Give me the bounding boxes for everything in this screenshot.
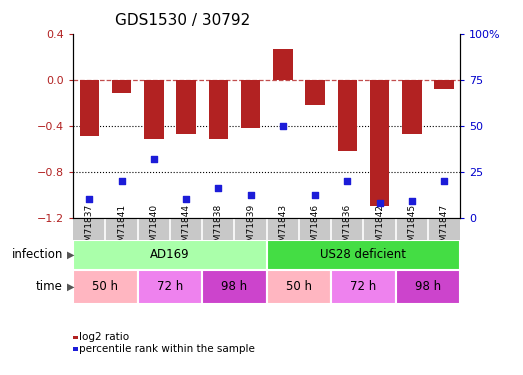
Point: [343, 178, 351, 184]
Bar: [241, 80, 260, 128]
Point: [214, 185, 223, 191]
Text: infection: infection: [12, 249, 63, 261]
Bar: [138, 270, 202, 304]
Bar: [202, 270, 267, 304]
Bar: [402, 80, 422, 134]
Bar: [73, 270, 138, 304]
Text: GSM71847: GSM71847: [440, 204, 449, 254]
Bar: [209, 80, 228, 140]
Bar: [144, 80, 164, 140]
Point: [376, 200, 384, 206]
Text: percentile rank within the sample: percentile rank within the sample: [79, 344, 255, 354]
Point: [311, 192, 319, 198]
Point: [408, 198, 416, 204]
Text: 72 h: 72 h: [157, 280, 183, 293]
Bar: [435, 80, 454, 89]
Text: 98 h: 98 h: [415, 280, 441, 293]
Point: [279, 123, 287, 129]
Bar: [396, 270, 460, 304]
Text: AD169: AD169: [150, 249, 190, 261]
Point: [246, 192, 255, 198]
Bar: [112, 80, 131, 93]
Text: 50 h: 50 h: [93, 280, 119, 293]
Text: GSM71837: GSM71837: [85, 204, 94, 254]
Text: 50 h: 50 h: [286, 280, 312, 293]
Bar: [331, 270, 396, 304]
Text: 98 h: 98 h: [221, 280, 247, 293]
Text: GSM71836: GSM71836: [343, 204, 352, 254]
Bar: [267, 270, 331, 304]
Bar: [370, 80, 389, 206]
Bar: [79, 80, 99, 136]
Text: ▶: ▶: [67, 282, 74, 292]
Text: GSM71840: GSM71840: [150, 204, 158, 254]
Bar: [273, 49, 292, 80]
Point: [117, 178, 126, 184]
Text: GSM71841: GSM71841: [117, 204, 126, 254]
Bar: [305, 80, 325, 105]
Text: GSM71846: GSM71846: [311, 204, 320, 254]
Point: [182, 196, 190, 202]
Bar: [176, 80, 196, 134]
Text: GSM71844: GSM71844: [181, 204, 190, 253]
Point: [85, 196, 94, 202]
Bar: [267, 240, 460, 270]
Text: log2 ratio: log2 ratio: [79, 333, 130, 342]
Bar: [338, 80, 357, 151]
Text: GSM71845: GSM71845: [407, 204, 416, 254]
Text: GSM71839: GSM71839: [246, 204, 255, 254]
Point: [150, 156, 158, 162]
Text: time: time: [36, 280, 63, 293]
Text: ▶: ▶: [67, 250, 74, 260]
Text: GSM71843: GSM71843: [278, 204, 287, 254]
Bar: [73, 240, 267, 270]
Text: GDS1530 / 30792: GDS1530 / 30792: [116, 13, 251, 28]
Text: GSM71838: GSM71838: [214, 204, 223, 254]
Text: 72 h: 72 h: [350, 280, 377, 293]
Point: [440, 178, 448, 184]
Text: US28 deficient: US28 deficient: [321, 249, 406, 261]
Text: GSM71842: GSM71842: [375, 204, 384, 253]
